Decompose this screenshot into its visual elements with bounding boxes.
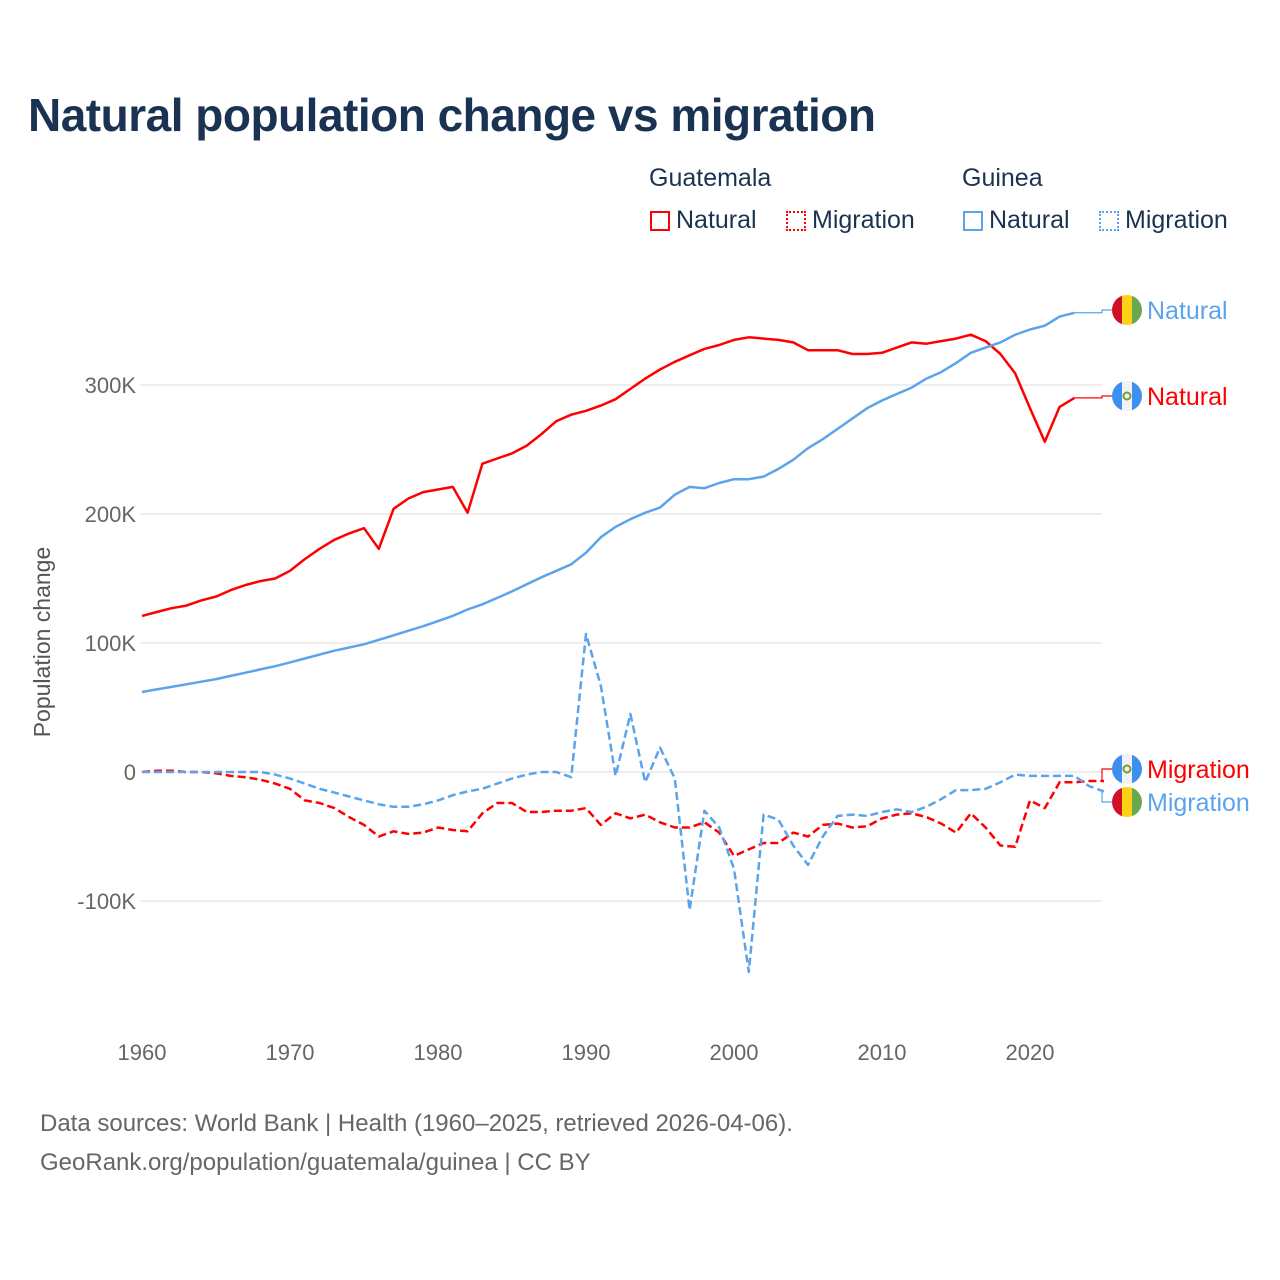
end-label-connector: [1101, 768, 1112, 782]
x-tick-label: 2010: [858, 1040, 907, 1065]
end-label-guinea-natural: Natural: [1147, 297, 1228, 325]
legend-swatch-dotted-red: [786, 210, 806, 231]
legend-label: Migration: [1125, 206, 1228, 234]
y-tick-label: 200K: [85, 502, 137, 527]
y-tick-label: -100K: [77, 889, 136, 914]
end-label-guatemala-natural: Natural: [1147, 383, 1228, 411]
x-tick-label: 2000: [710, 1040, 759, 1065]
x-tick-label: 1960: [118, 1040, 167, 1065]
footer-sources: Data sources: World Bank | Health (1960–…: [40, 1110, 793, 1137]
series-line-guatemala-natural: [141, 333, 1076, 618]
series-line-guinea-natural: [141, 311, 1075, 694]
x-tick-label: 1990: [562, 1040, 611, 1065]
legend-item-guatemala-migration[interactable]: Migration: [786, 206, 915, 235]
x-tick-label: 1980: [414, 1040, 463, 1065]
end-label-connector: [1074, 395, 1112, 399]
legend-item-guinea-migration[interactable]: Migration: [1099, 206, 1228, 235]
x-tick-label: 2020: [1006, 1040, 1055, 1065]
guinea-flag-icon: [1112, 295, 1142, 325]
chart-title: Natural population change vs migration: [28, 89, 876, 141]
footer-link[interactable]: GeoRank.org/population/guatemala/guinea …: [40, 1149, 591, 1176]
legend-label: Natural: [989, 206, 1070, 234]
y-tick-label: 300K: [85, 373, 137, 398]
end-label-connector: [1074, 309, 1112, 314]
series-line-guinea-migration: [142, 632, 1105, 974]
y-tick-label: 100K: [85, 631, 137, 656]
end-label-guatemala-migration: Migration: [1147, 756, 1250, 784]
end-label-connector: [1101, 790, 1112, 803]
legend-label: Natural: [676, 206, 757, 234]
legend-label: Migration: [812, 206, 915, 234]
guinea-flag-icon: [1112, 787, 1142, 817]
legend-item-guatemala-natural[interactable]: Natural: [650, 206, 757, 235]
legend-item-guinea-natural[interactable]: Natural: [963, 206, 1070, 235]
y-tick-label: 0: [124, 760, 136, 785]
y-axis-label: Population change: [29, 547, 55, 738]
end-label-guinea-migration: Migration: [1147, 789, 1250, 817]
guatemala-flag-icon: [1112, 381, 1142, 411]
legend-group-guinea: Guinea: [962, 164, 1043, 192]
legend-swatch-solid-blue: [963, 210, 983, 231]
legend-group-guatemala: Guatemala: [649, 164, 772, 192]
guatemala-flag-icon: [1112, 754, 1142, 784]
legend-swatch-dotted-blue: [1099, 210, 1119, 231]
series-line-guatemala-migration: [141, 769, 1104, 858]
legend-swatch-solid-red: [650, 210, 670, 231]
x-tick-label: 1970: [266, 1040, 315, 1065]
